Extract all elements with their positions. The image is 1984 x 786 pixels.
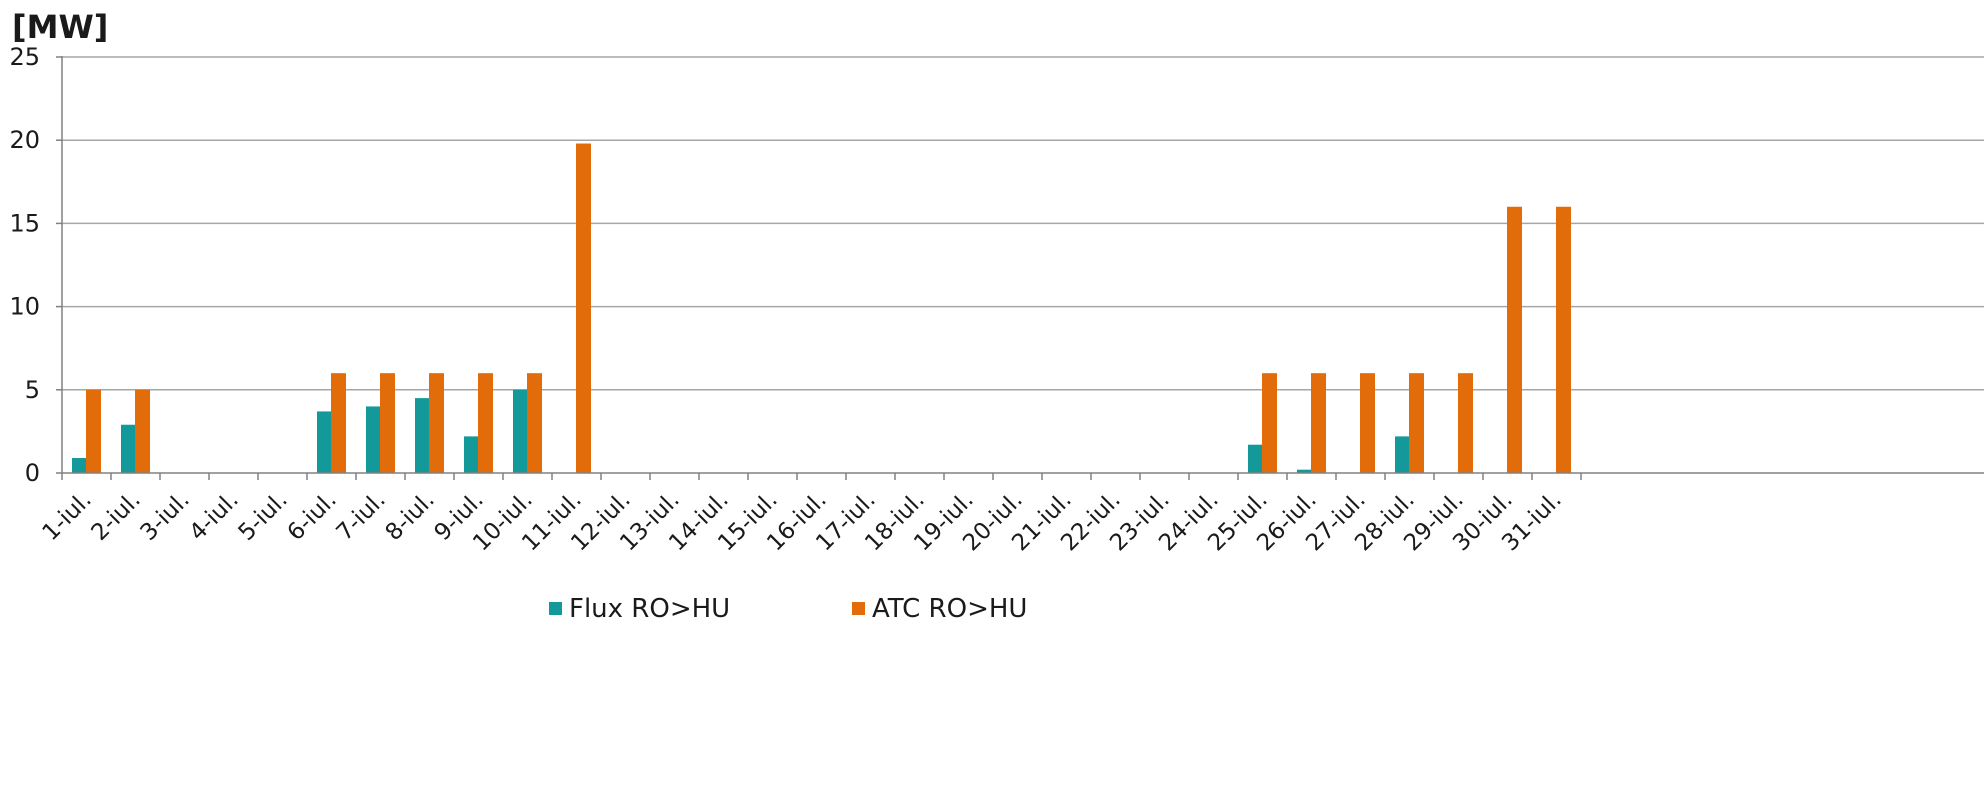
x-tick-label: 1-iul.	[38, 487, 97, 546]
y-tick-label: 10	[9, 293, 40, 321]
bar-flux	[415, 398, 430, 473]
x-tick-label: 2-iul.	[87, 487, 146, 546]
legend-label: Flux RO>HU	[569, 594, 730, 624]
y-tick-label: 15	[9, 209, 40, 237]
y-tick-label: 25	[9, 43, 40, 71]
bars	[72, 143, 1571, 473]
bar-flux	[317, 411, 332, 473]
gridlines	[62, 56, 1984, 391]
x-tick-label: 4-iul.	[185, 487, 244, 546]
bar-atc	[331, 373, 346, 473]
y-tick-label: 20	[9, 126, 40, 154]
bar-atc	[1311, 373, 1326, 473]
bar-flux	[72, 458, 87, 473]
bar-flux	[513, 389, 528, 473]
y-axis-unit-label: [MW]	[12, 8, 108, 46]
bar-atc	[86, 389, 101, 473]
legend-swatch	[549, 602, 562, 615]
bar-atc	[135, 389, 150, 473]
y-axis-ticks: 0 5 10 15 20 25	[9, 43, 62, 487]
y-tick-label: 5	[25, 376, 40, 404]
bar-atc	[527, 373, 542, 473]
bar-atc	[1360, 373, 1375, 473]
legend-item: Flux RO>HU	[549, 594, 730, 624]
bar-atc	[429, 373, 444, 473]
x-tick-label: 6-iul.	[283, 487, 342, 546]
legend-label: ATC RO>HU	[872, 594, 1027, 624]
bar-atc	[380, 373, 395, 473]
x-tick-label: 8-iul.	[381, 487, 440, 546]
legend-swatch	[852, 602, 865, 615]
bar-atc	[1507, 206, 1522, 473]
bar-flux	[1395, 436, 1410, 473]
legend-item: ATC RO>HU	[852, 594, 1027, 624]
bar-flux	[366, 406, 381, 473]
bar-flux	[121, 424, 136, 473]
bar-atc	[478, 373, 493, 473]
bar-atc	[1409, 373, 1424, 473]
bar-flux	[1248, 444, 1263, 473]
bar-flux	[1297, 469, 1312, 473]
x-tick-label: 7-iul.	[332, 487, 391, 546]
bar-atc	[1458, 373, 1473, 473]
bar-atc	[1262, 373, 1277, 473]
x-tick-label: 3-iul.	[136, 487, 195, 546]
legend: Flux RO>HU ATC RO>HU	[549, 594, 1027, 624]
bar-atc	[576, 143, 591, 473]
x-tick-label: 5-iul.	[234, 487, 293, 546]
bar-atc	[1556, 206, 1571, 473]
y-tick-label: 0	[25, 459, 40, 487]
bar-flux	[464, 436, 479, 473]
